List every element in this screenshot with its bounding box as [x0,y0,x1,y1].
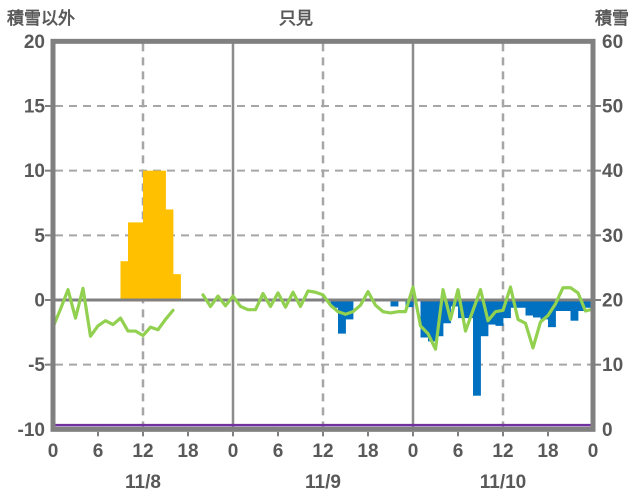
precipitation-bar [338,300,346,334]
x-axis-date-label: 11/8 [125,472,161,493]
sunshine-bar [165,209,174,300]
x-axis-hour-label: 12 [132,441,153,462]
plot-border [50,38,596,432]
precipitation-bar [330,300,339,308]
right-axis-tick-label: 20 [602,291,623,312]
left-axis-tick-label: 5 [34,226,45,247]
sunshine-bar [143,170,151,300]
precipitation-bar [480,300,489,337]
precipitation-bar [555,300,564,311]
precipitation-bar [548,300,556,328]
precipitation-bar [495,300,504,326]
precipitation-bar [345,300,354,320]
x-axis-hour-label: 0 [408,441,419,462]
precipitation-bar [540,300,549,320]
precipitation-bar [563,300,571,311]
precipitation-bar [420,300,429,338]
sunshine-bar [173,274,181,300]
right-axis-tick-label: 60 [602,32,623,53]
left-axis-title: 積雪以外 [7,9,75,28]
precipitation-bar [525,300,534,316]
precipitation-bar [518,300,526,308]
precipitation-bar [473,300,481,396]
right-axis-tick-label: 40 [602,161,623,182]
sunshine-bar [150,170,159,300]
precipitation-bar [428,300,436,342]
left-axis-tick-label: 15 [24,97,46,118]
temperature-line [51,286,175,338]
precipitation-bar [533,300,541,318]
sunshine-bar [158,170,166,300]
right-axis-tick-label: 10 [602,355,623,376]
left-axis-tick-label: 20 [24,32,45,53]
left-axis-tick-label: -10 [18,420,45,441]
station-title: 只見 [279,9,313,28]
x-axis-hour-label: 18 [537,441,558,462]
precipitation-bar [488,300,496,325]
x-axis-hour-label: 12 [312,441,333,462]
x-axis-date-label: 11/10 [480,472,527,493]
x-axis-hour-label: 18 [357,441,378,462]
sunshine-bar [120,261,129,300]
precipitation-bar [503,300,511,319]
x-axis-hour-label: 6 [453,441,464,462]
right-axis-title: 積雪 [595,9,629,28]
precipitation-bar [390,300,399,307]
x-axis-hour-label: 0 [588,441,599,462]
x-axis-hour-label: 6 [93,441,104,462]
left-axis-tick-label: 10 [24,161,45,182]
x-axis-hour-label: 12 [492,441,513,462]
right-axis-tick-label: 50 [602,97,623,118]
x-axis-hour-label: 0 [228,441,239,462]
precipitation-bar [570,300,579,321]
right-axis-tick-label: 0 [602,420,613,441]
right-axis-tick-label: 30 [602,226,623,247]
sunshine-bar [128,222,136,300]
x-axis-hour-label: 18 [177,441,198,462]
x-axis-date-label: 11/9 [305,472,341,493]
precipitation-bar [465,300,474,319]
sunshine-bar [135,222,144,300]
precipitation-bar [585,300,594,308]
left-axis-tick-label: -5 [28,355,45,376]
temperature-line [201,285,595,351]
x-axis-hour-label: 6 [273,441,284,462]
x-axis-hour-label: 0 [48,441,59,462]
left-axis-tick-label: 0 [34,291,45,312]
